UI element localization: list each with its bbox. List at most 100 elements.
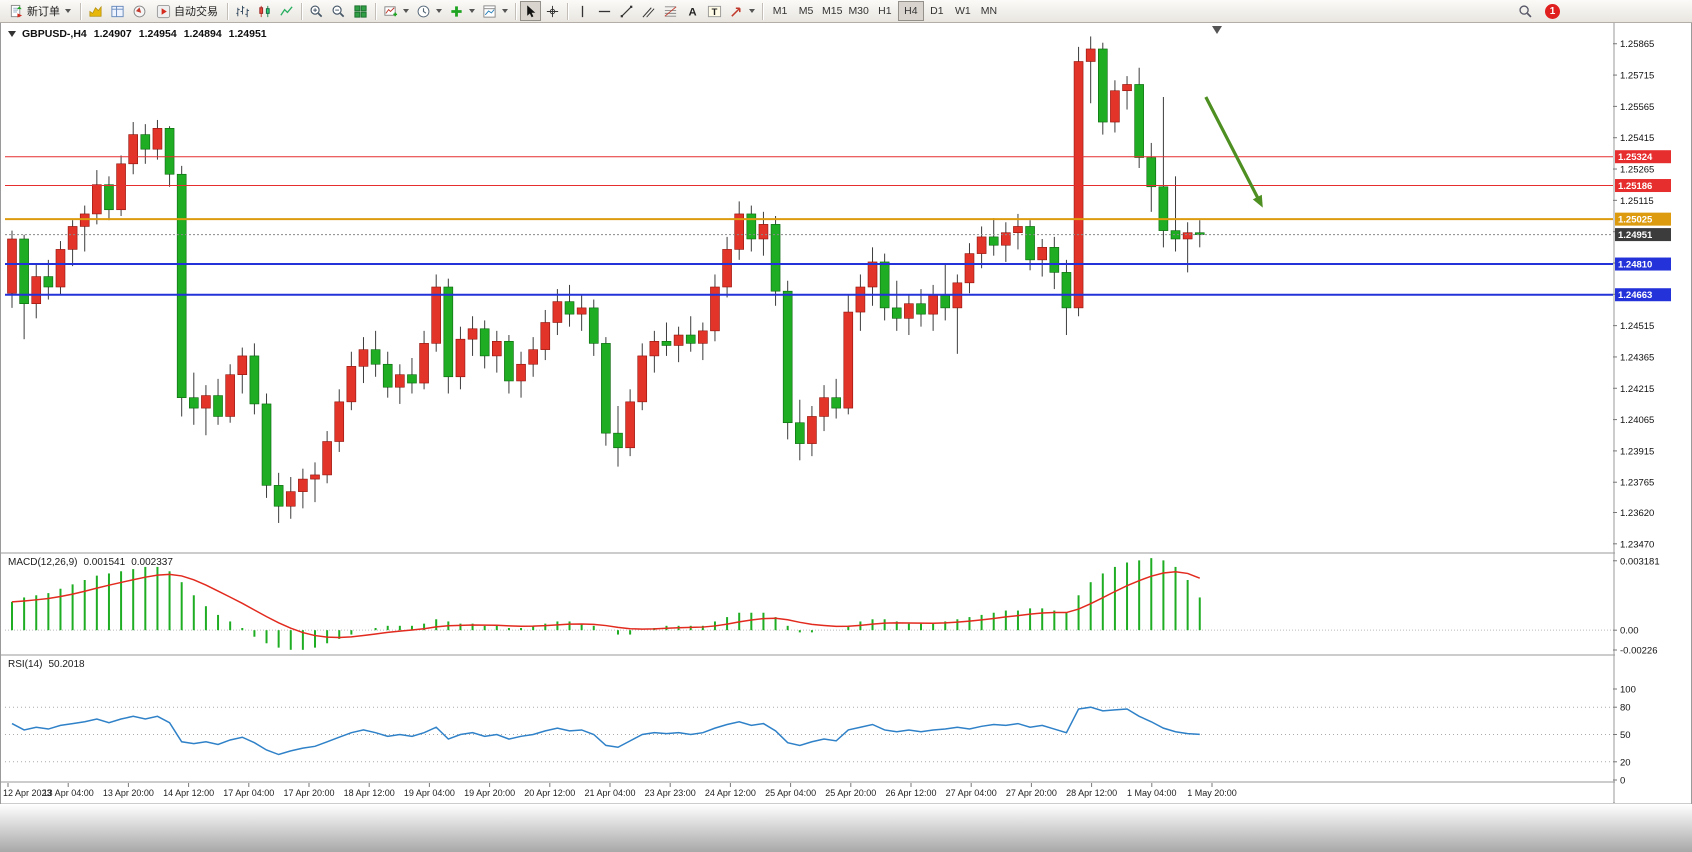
text-button[interactable]: A (682, 1, 703, 21)
macd-name: MACD(12,26,9) (8, 557, 78, 568)
candle (1146, 157, 1157, 188)
toolbar-separator (375, 2, 376, 20)
line-chart-icon (280, 5, 293, 16)
ohlc-close: 1.24951 (228, 28, 267, 40)
bar-chart-icon (236, 5, 250, 17)
candlestick-icon (259, 5, 270, 17)
line-chart-button[interactable] (276, 1, 297, 21)
candle (225, 374, 235, 417)
search-button[interactable] (1515, 1, 1536, 21)
candle (67, 226, 78, 250)
chevron-down-icon (65, 9, 71, 13)
candle (588, 307, 599, 344)
candle (1110, 90, 1120, 123)
tile-windows-button[interactable] (350, 1, 371, 21)
price-tag (1615, 212, 1671, 226)
horizontal-line-button[interactable] (594, 1, 615, 21)
candle (261, 403, 272, 486)
arrows-button[interactable] (726, 1, 758, 21)
fibonacci-button[interactable] (660, 1, 681, 21)
candle (843, 311, 854, 409)
candle (649, 340, 660, 357)
price-tag-label: 1.25186 (1618, 181, 1652, 192)
templates-button[interactable] (479, 1, 511, 21)
time-axis-label: 27 Apr 04:00 (946, 788, 997, 798)
timeframe-w1[interactable]: W1 (950, 1, 976, 21)
timeframe-m1[interactable]: M1 (767, 1, 793, 21)
candle (1194, 232, 1205, 235)
time-axis[interactable] (0, 783, 1613, 803)
candle (237, 355, 248, 375)
candle (891, 307, 902, 319)
price-axis-label: 1.24515 (1620, 321, 1654, 332)
candle (382, 363, 393, 388)
timeframe-h1[interactable]: H1 (872, 1, 898, 21)
channel-button[interactable] (638, 1, 659, 21)
candle (1073, 61, 1084, 309)
time-axis-label: 19 Apr 20:00 (464, 788, 515, 798)
timeframe-m30[interactable]: M30 (845, 1, 871, 21)
price-axis-label: 1.25715 (1620, 71, 1654, 82)
timeframe-h4[interactable]: H4 (897, 1, 924, 21)
zoom-in-button[interactable] (306, 1, 327, 21)
candle (807, 416, 817, 444)
candle (613, 432, 623, 449)
candlestick-chart-button[interactable] (254, 1, 275, 21)
search-icon (1519, 4, 1532, 18)
price-axis-label: 1.25865 (1620, 39, 1654, 50)
candle (746, 213, 757, 240)
candle (152, 128, 163, 150)
profile-chart-icon (89, 5, 102, 17)
price-tag (1615, 150, 1671, 164)
trendline-button[interactable] (616, 1, 637, 21)
candle (273, 485, 284, 507)
candle (1098, 48, 1108, 123)
annotation-arrowhead[interactable] (1252, 194, 1263, 208)
macd-signal-line (11, 571, 1201, 639)
candle (540, 322, 551, 350)
annotation-arrow[interactable] (1204, 96, 1261, 202)
text-label-button[interactable]: T (704, 1, 725, 21)
candle (1049, 247, 1060, 273)
rsi-line (11, 706, 1200, 756)
chart-profiles-button[interactable] (85, 1, 106, 21)
symbol-dropdown-icon[interactable] (8, 31, 16, 37)
candle (516, 363, 526, 382)
cursor-button[interactable] (520, 1, 541, 21)
candle (467, 328, 478, 340)
periods-button[interactable] (413, 1, 445, 21)
vertical-line-icon (581, 5, 584, 17)
indicators-button[interactable] (446, 1, 478, 21)
chart-shift-marker[interactable] (1212, 26, 1222, 34)
candle (698, 330, 708, 344)
notification-badge[interactable]: 1 (1545, 3, 1560, 19)
candle (831, 397, 841, 409)
candle (928, 295, 938, 315)
autotrading-button[interactable]: 自动交易 (151, 1, 223, 21)
candle (128, 134, 138, 165)
bar-chart-button[interactable] (232, 1, 253, 21)
timeframe-m15[interactable]: M15 (819, 1, 845, 21)
macd-signal-value: 0.002337 (131, 557, 173, 568)
candle (734, 213, 745, 250)
new-chart-button[interactable] (380, 1, 412, 21)
price-tag-label: 1.25025 (1618, 215, 1653, 226)
market-watch-button[interactable] (107, 1, 128, 21)
navigator-button[interactable] (129, 1, 150, 21)
candle (855, 286, 866, 313)
timeframe-m5[interactable]: M5 (793, 1, 819, 21)
zoom-out-button[interactable] (328, 1, 349, 21)
vertical-line-button[interactable] (572, 1, 593, 21)
ohlc-high: 1.24954 (138, 28, 177, 40)
candle (1025, 226, 1035, 261)
candle (455, 338, 466, 378)
candle (407, 374, 417, 384)
new-order-icon (10, 4, 23, 17)
timeframe-d1[interactable]: D1 (924, 1, 950, 21)
crosshair-button[interactable] (542, 1, 563, 21)
candle (479, 328, 490, 357)
candle (322, 441, 332, 476)
timeframe-mn[interactable]: MN (976, 1, 1002, 21)
indicator-axis-label: 50 (1620, 730, 1631, 741)
new-order-button[interactable]: 新订单 (4, 1, 76, 21)
